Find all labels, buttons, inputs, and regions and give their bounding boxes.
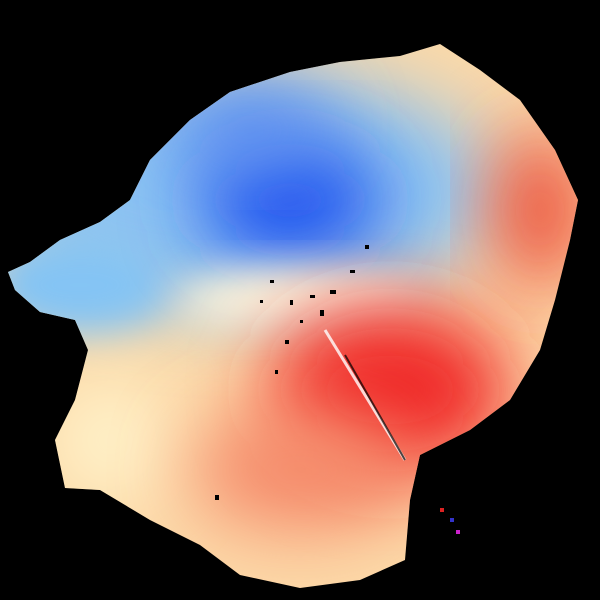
speckles bbox=[215, 245, 369, 500]
red-region bbox=[495, 130, 578, 290]
orange-region bbox=[190, 410, 410, 530]
blue-region bbox=[170, 90, 330, 170]
stray-pixel bbox=[450, 518, 454, 522]
pale-region bbox=[50, 380, 170, 500]
beam-streak bbox=[344, 354, 406, 461]
dark-blue-core bbox=[200, 140, 380, 260]
stray-pixel bbox=[440, 508, 444, 512]
stray-pixel bbox=[456, 530, 460, 534]
stray-pixels bbox=[440, 508, 460, 534]
